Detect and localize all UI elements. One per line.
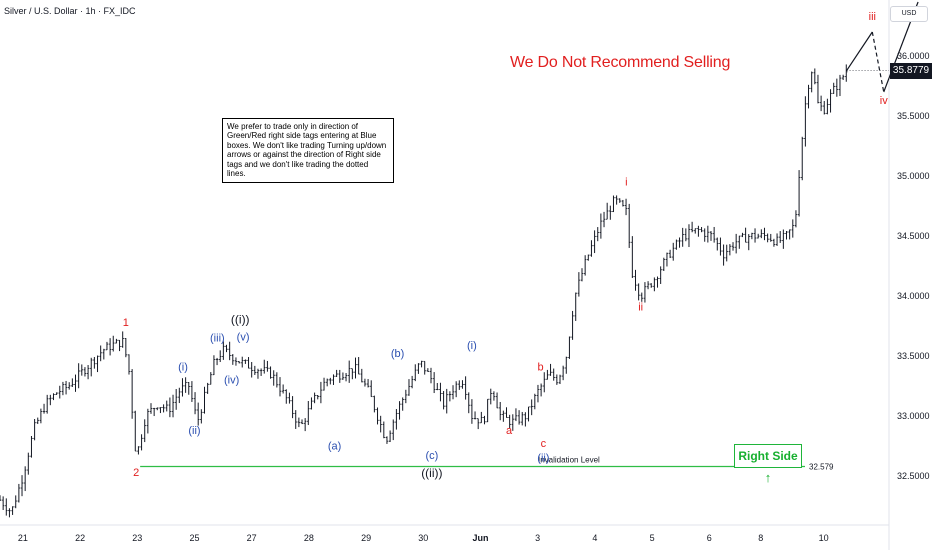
wave-label: (iii) [210,333,225,345]
wave-label: (i) [467,340,477,352]
x-tick-label: Jun [472,533,488,543]
last-price-tag: 35.8779 [890,63,932,79]
wave-label: iv [880,95,888,107]
wave-label: iii [869,11,876,23]
x-tick-label: 25 [189,533,199,543]
projection-segment [846,31,873,71]
x-tick-label: 8 [758,533,763,543]
wave-label: (b) [391,348,404,360]
arrow-up-icon: ↑ [764,470,772,485]
wave-label: ((i)) [231,313,250,327]
wave-label: (iv) [224,375,239,387]
x-tick-label: 30 [418,533,428,543]
y-tick-label: 33.0000 [897,411,930,421]
x-tick-label: 29 [361,533,371,543]
x-tick-label: 5 [650,533,655,543]
wave-label: b [537,361,543,373]
y-tick-label: 32.5000 [897,471,930,481]
price-series [0,64,848,518]
currency-button[interactable]: USD [890,6,928,22]
wave-label: 2 [133,467,139,479]
y-tick-label: 34.5000 [897,231,930,241]
wave-label: ((ii)) [421,466,442,480]
invalidation-value: 32.579 [809,463,834,472]
right-side-label: Right Side [738,449,798,463]
x-tick-label: 6 [707,533,712,543]
y-tick-label: 35.0000 [897,171,930,181]
price-axis[interactable]: 32.5000 33.0000 33.5000 34.0000 34.5000 35.00… [897,51,930,481]
symbol-title[interactable]: Silver / U.S. Dollar · 1h · FX_IDC [4,6,136,16]
x-tick-label: 27 [247,533,257,543]
y-tick-label: 34.0000 [897,291,930,301]
wave-label: (a) [328,441,341,453]
x-tick-label: 10 [819,533,829,543]
x-tick-label: 3 [535,533,540,543]
x-tick-label: 22 [75,533,85,543]
x-tick-label: 21 [18,533,28,543]
x-tick-label: 23 [132,533,142,543]
x-tick-label: 28 [304,533,314,543]
wave-label: (ii) [537,453,549,465]
right-side-tag: Right Side ↑ [734,444,802,485]
wave-label: (c) [425,450,438,462]
x-tick-label: 4 [592,533,597,543]
projection-segment [871,31,885,93]
wave-label: (ii) [188,425,200,437]
wave-label: 1 [123,317,129,329]
wave-label: ii [638,301,643,313]
wave-label: a [506,425,513,437]
wave-label: (v) [237,331,250,343]
y-tick-label: 35.5000 [897,111,930,121]
invalidation-label: Invalidation Level [538,456,600,465]
time-axis[interactable]: 21 22 23 25 27 28 29 30 Jun 3 4 5 6 8 10 [18,533,829,543]
trading-notice: We prefer to trade only in direction of … [222,118,394,184]
wave-label: i [625,177,627,189]
headline-annotation: We Do Not Recommend Selling [510,54,731,71]
wave-labels: 1 2 (i) (ii) (iii) (iv) (v) ((i)) (a) (b) (c) ((ii)… [123,11,888,480]
wave-label: (i) [178,361,188,373]
y-tick-label: 33.5000 [897,351,930,361]
y-tick-label: 36.0000 [897,51,930,61]
wave-label: c [541,438,547,450]
